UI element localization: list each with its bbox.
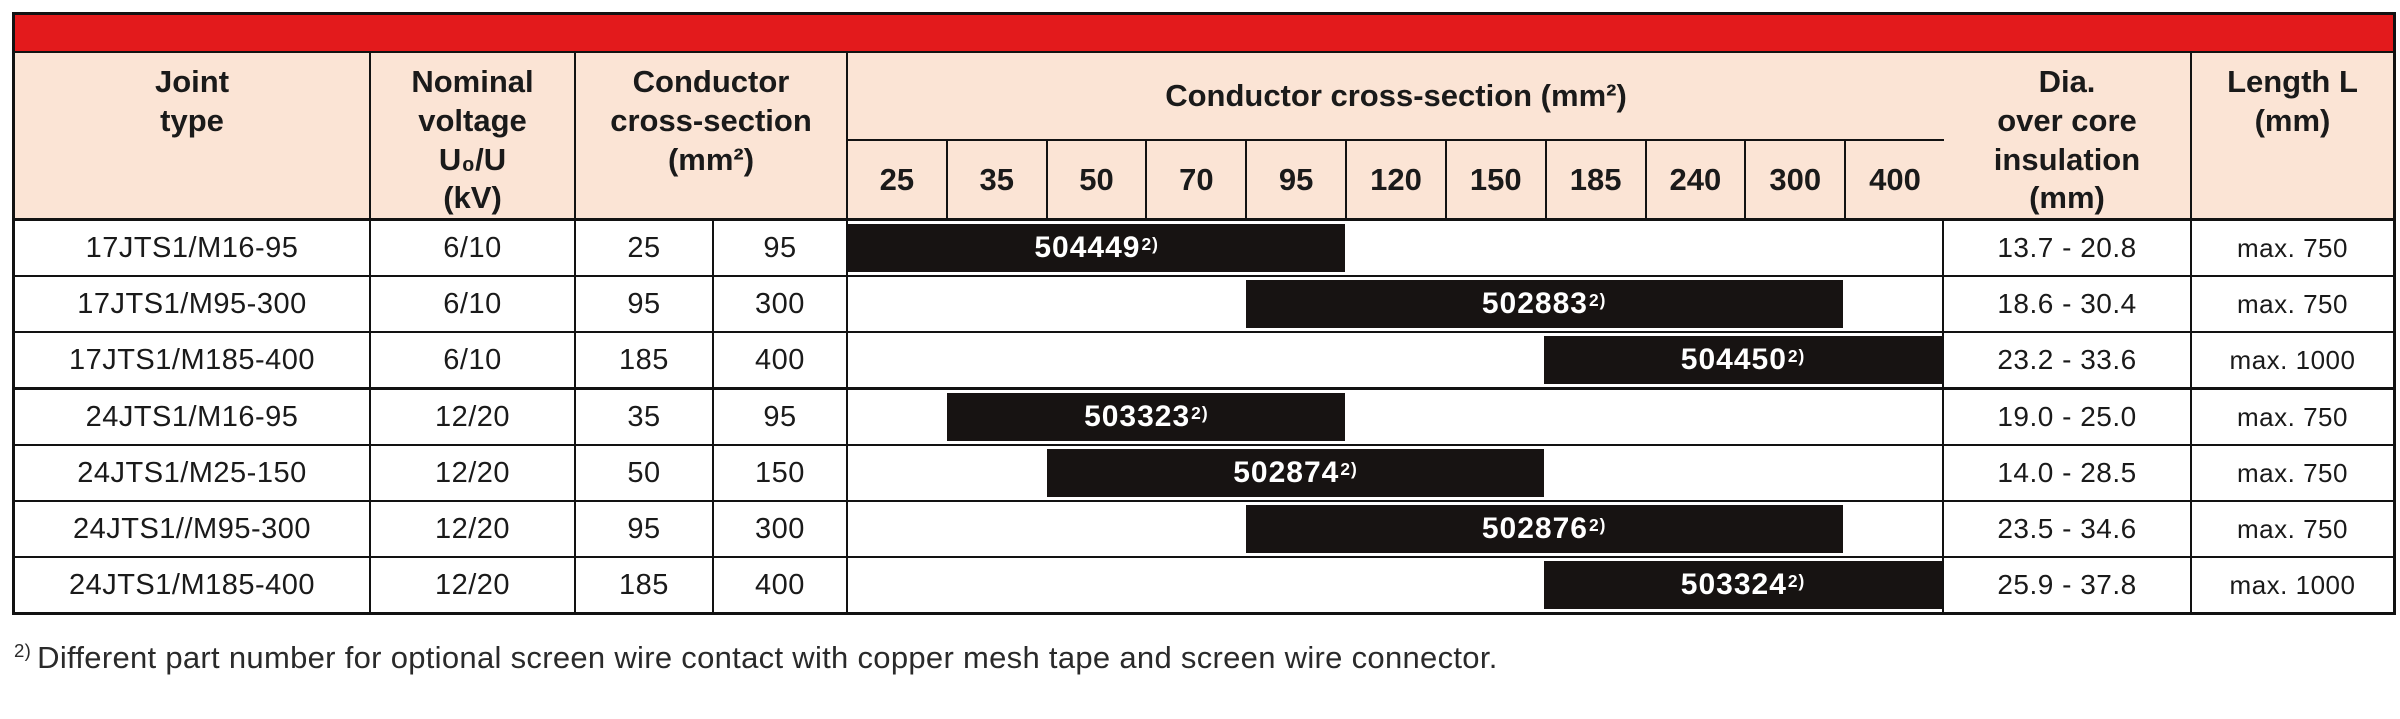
part-number-bar: 504450 2) bbox=[1544, 336, 1942, 384]
joint-type-cell: 24JTS1/M25-150 bbox=[15, 446, 371, 500]
joint-type-cell: 17JTS1/M185-400 bbox=[15, 333, 371, 387]
cs-range-area: 502874 2) bbox=[848, 446, 1944, 500]
table-row: 24JTS1//M95-300 12/20 95 300 502876 2) 23… bbox=[15, 502, 2393, 558]
dia-cell: 18.6 - 30.4 bbox=[1944, 277, 2192, 331]
cs-min-cell: 25 bbox=[576, 221, 714, 275]
cs-max-cell: 300 bbox=[714, 277, 848, 331]
table-header: Joint type Nominal voltage U₀/U (kV) Con… bbox=[15, 53, 2393, 221]
header-joint-type: Joint type bbox=[15, 53, 371, 218]
joint-type-cell: 24JTS1//M95-300 bbox=[15, 502, 371, 556]
nominal-voltage-cell: 6/10 bbox=[371, 277, 576, 331]
red-title-bar bbox=[15, 15, 2393, 53]
cs-size-header: 400 bbox=[1869, 161, 1921, 197]
joint-type-cell: 24JTS1/M185-400 bbox=[15, 558, 371, 612]
part-number: 503323 bbox=[1084, 400, 1191, 433]
cs-size-header: 70 bbox=[1147, 141, 1248, 218]
nominal-voltage-cell: 12/20 bbox=[371, 502, 576, 556]
cs-min-cell: 35 bbox=[576, 390, 714, 444]
nominal-voltage-cell: 12/20 bbox=[371, 558, 576, 612]
dia-cell: 14.0 - 28.5 bbox=[1944, 446, 2192, 500]
joint-selection-table: Joint type Nominal voltage U₀/U (kV) Con… bbox=[12, 12, 2396, 615]
part-number-bar: 502874 2) bbox=[1046, 449, 1545, 497]
cs-size-header: 50 bbox=[1048, 141, 1148, 218]
dia-cell: 25.9 - 37.8 bbox=[1944, 558, 2192, 612]
dia-cell: 13.7 - 20.8 bbox=[1944, 221, 2192, 275]
header-conductor-cross-section: Conductor cross-section (mm²) bbox=[576, 53, 848, 218]
cs-size-header: 95 bbox=[1247, 141, 1348, 218]
cs-max-cell: 400 bbox=[714, 558, 848, 612]
cs-max-cell: 150 bbox=[714, 446, 848, 500]
length-cell: max. 750 bbox=[2237, 232, 2348, 263]
cs-range-area: 503323 2) bbox=[848, 390, 1944, 444]
cs-size-header: 120 bbox=[1347, 141, 1447, 218]
header-length: Length L (mm) bbox=[2192, 53, 2393, 218]
table-row: 24JTS1/M16-95 12/20 35 95 503323 2) 19.0 … bbox=[15, 390, 2393, 446]
header-nominal-voltage: Nominal voltage U₀/U (kV) bbox=[371, 53, 576, 218]
header-cs-sizes-row: 25 35 50 70 95 120 150 185 240 300 400 bbox=[848, 141, 1944, 218]
part-number: 502874 bbox=[1233, 456, 1340, 489]
cs-max-cell: 95 bbox=[714, 221, 848, 275]
cs-max-cell: 300 bbox=[714, 502, 848, 556]
table-row: 24JTS1/M25-150 12/20 50 150 502874 2) 14.… bbox=[15, 446, 2393, 502]
table-row: 24JTS1/M185-400 12/20 185 400 503324 2) 2… bbox=[15, 558, 2393, 612]
table-row: 17JTS1/M95-300 6/10 95 300 502883 2) 18.6… bbox=[15, 277, 2393, 333]
part-number-bar: 503323 2) bbox=[947, 393, 1346, 441]
cs-size-header: 185 bbox=[1547, 141, 1647, 218]
cs-size-header: 300 bbox=[1746, 141, 1847, 218]
cs-size-header: 25 bbox=[848, 141, 948, 218]
part-number: 502876 bbox=[1481, 512, 1588, 545]
table-row: 17JTS1/M185-400 6/10 185 400 504450 2) 23… bbox=[15, 333, 2393, 390]
part-number-bar: 502883 2) bbox=[1245, 280, 1843, 328]
footnote: 2) Different part number for optional scr… bbox=[14, 640, 1498, 676]
nominal-voltage-cell: 12/20 bbox=[371, 390, 576, 444]
dia-cell: 23.2 - 33.6 bbox=[1944, 333, 2192, 387]
part-number-bar: 503324 2) bbox=[1544, 561, 1942, 609]
part-number: 504450 bbox=[1680, 343, 1787, 376]
header-dia-over-core-insulation: Dia. over core insulation (mm) bbox=[1944, 53, 2192, 218]
cs-range-area: 502876 2) bbox=[848, 502, 1944, 556]
cs-min-cell: 185 bbox=[576, 333, 714, 387]
length-cell: max. 750 bbox=[2237, 288, 2348, 319]
cs-max-cell: 95 bbox=[714, 390, 848, 444]
cs-min-cell: 185 bbox=[576, 558, 714, 612]
cs-size-header: 35 bbox=[948, 141, 1048, 218]
joint-type-cell: 24JTS1/M16-95 bbox=[15, 390, 371, 444]
cs-min-cell: 95 bbox=[576, 277, 714, 331]
nominal-voltage-cell: 6/10 bbox=[371, 221, 576, 275]
header-cs-matrix: Conductor cross-section (mm²) 25 35 50 70 95… bbox=[848, 53, 1944, 218]
part-number-bar: 502876 2) bbox=[1245, 505, 1843, 553]
part-number: 504449 bbox=[1034, 231, 1141, 264]
part-number-bar: 504449 2) bbox=[848, 224, 1346, 272]
length-cell: max. 750 bbox=[2237, 401, 2348, 432]
joint-type-cell: 17JTS1/M95-300 bbox=[15, 277, 371, 331]
cs-range-area: 502883 2) bbox=[848, 277, 1944, 331]
cs-range-area: 504450 2) bbox=[848, 333, 1944, 387]
cs-min-cell: 50 bbox=[576, 446, 714, 500]
cs-min-cell: 95 bbox=[576, 502, 714, 556]
cs-range-area: 504449 2) bbox=[848, 221, 1944, 275]
cs-size-header: 240 bbox=[1647, 141, 1747, 218]
table-row: 17JTS1/M16-95 6/10 25 95 504449 2) 13.7 -… bbox=[15, 221, 2393, 277]
length-cell: max. 1000 bbox=[2229, 344, 2356, 375]
nominal-voltage-cell: 6/10 bbox=[371, 333, 576, 387]
length-cell: max. 1000 bbox=[2229, 569, 2356, 600]
length-cell: max. 750 bbox=[2237, 457, 2348, 488]
part-number: 502883 bbox=[1481, 287, 1588, 320]
cs-range-area: 503324 2) bbox=[848, 558, 1944, 612]
footnote-text: Different part number for optional scree… bbox=[37, 640, 1498, 675]
dia-cell: 19.0 - 25.0 bbox=[1944, 390, 2192, 444]
length-cell: max. 750 bbox=[2237, 513, 2348, 544]
footnote-ref-marker: 2) bbox=[14, 639, 32, 661]
dia-cell: 23.5 - 34.6 bbox=[1944, 502, 2192, 556]
cs-size-header: 150 bbox=[1447, 141, 1547, 218]
header-cs-span-title: Conductor cross-section (mm²) bbox=[848, 53, 1944, 141]
cs-max-cell: 400 bbox=[714, 333, 848, 387]
nominal-voltage-cell: 12/20 bbox=[371, 446, 576, 500]
table-body: 17JTS1/M16-95 6/10 25 95 504449 2) 13.7 -… bbox=[15, 221, 2393, 612]
part-number: 503324 bbox=[1680, 568, 1787, 601]
joint-type-cell: 17JTS1/M16-95 bbox=[15, 221, 371, 275]
